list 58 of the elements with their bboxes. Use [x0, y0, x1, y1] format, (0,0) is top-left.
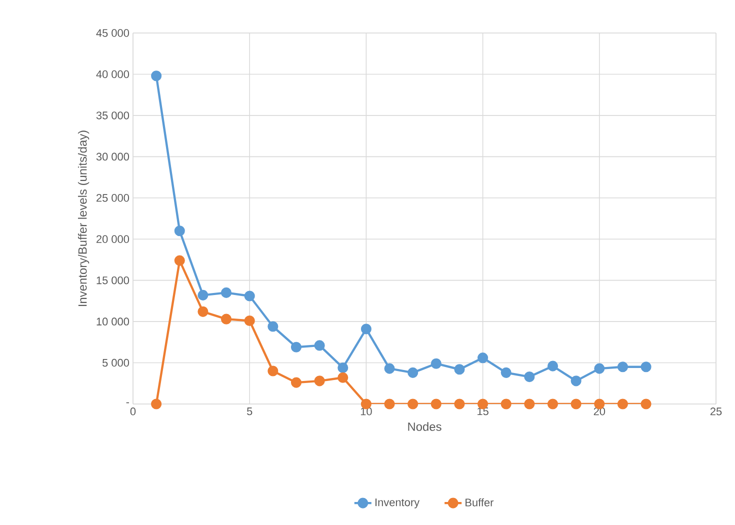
x-axis-title: Nodes [408, 422, 442, 431]
point [547, 360, 558, 372]
y-tick-label: 10 000 [96, 318, 130, 326]
point [500, 398, 512, 410]
point [384, 398, 395, 410]
point [430, 358, 442, 369]
point [338, 362, 348, 374]
x-tick-label: 0 [130, 408, 136, 416]
point [500, 367, 512, 378]
point [454, 398, 465, 410]
point [640, 398, 652, 410]
y-tick-label: 25 000 [96, 194, 130, 202]
point [290, 377, 302, 388]
y-tick-label: 40 000 [96, 70, 130, 78]
y-tick-label: 15 000 [96, 276, 130, 284]
point [640, 362, 652, 372]
point [244, 290, 255, 302]
y-tick-label: - [126, 402, 129, 404]
point [547, 398, 558, 410]
point [454, 364, 465, 375]
point [198, 306, 208, 317]
point [268, 366, 278, 376]
point [221, 287, 232, 298]
point [221, 314, 232, 324]
point [174, 255, 185, 266]
point [290, 342, 302, 352]
x-tick-label: 5 [246, 408, 252, 416]
point [594, 363, 605, 374]
point [151, 70, 162, 82]
point [524, 372, 535, 382]
y-tick-label: 45 000 [96, 29, 130, 37]
point [430, 398, 442, 410]
point [384, 363, 395, 374]
point [360, 324, 372, 334]
y-tick-label: 35 000 [96, 112, 130, 120]
point [314, 376, 325, 386]
point [338, 372, 348, 383]
point [174, 226, 185, 236]
legend-label: Buffer [466, 498, 494, 506]
point [524, 398, 535, 410]
x-tick-label: 25 [710, 408, 722, 416]
point [408, 398, 418, 410]
point [244, 315, 255, 326]
point [617, 362, 628, 372]
point [617, 398, 628, 410]
point [478, 352, 488, 364]
legend-label: Inventory [376, 498, 420, 508]
point [198, 290, 208, 300]
point [570, 376, 582, 386]
point [570, 398, 582, 410]
y-tick-label: 20 000 [96, 235, 130, 243]
point [268, 321, 278, 332]
point [408, 367, 418, 378]
point [151, 398, 162, 410]
y-tick-label: 5 000 [102, 358, 130, 367]
y-axis-title: Inventory/Buffer levels (units/day) [78, 130, 90, 306]
y-tick-label: 30 000 [96, 152, 130, 161]
point [314, 340, 325, 351]
